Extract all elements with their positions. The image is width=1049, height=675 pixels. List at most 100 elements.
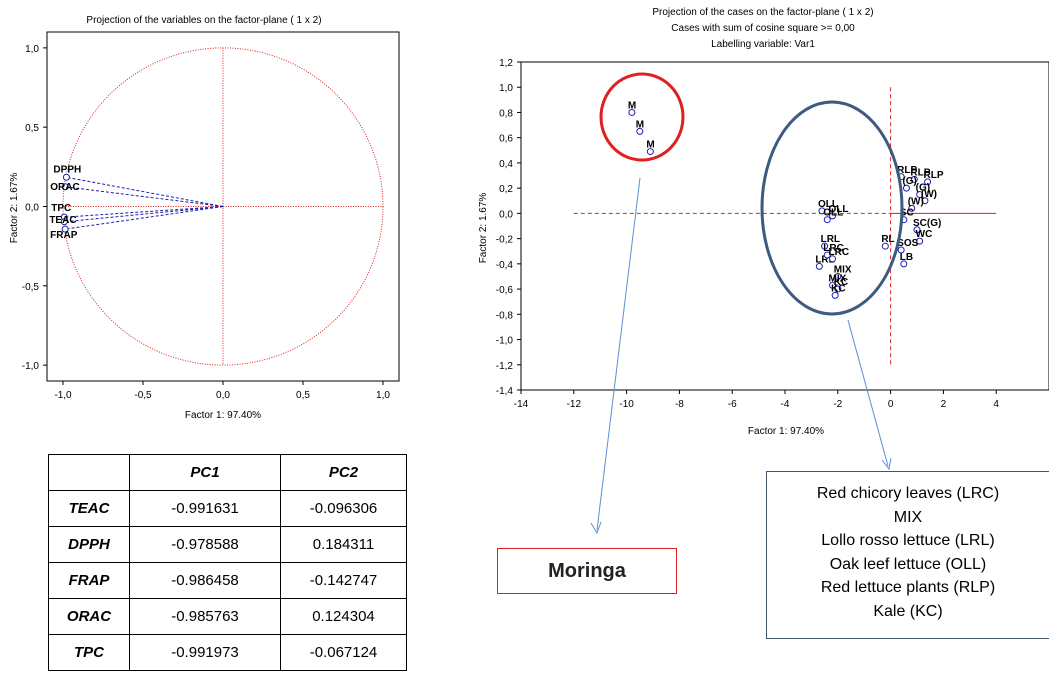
case-point-label: (G) — [916, 182, 930, 193]
table-cell: -0.991631 — [129, 490, 281, 527]
x-tick-label: -6 — [728, 399, 737, 410]
case-point-label: (W) — [908, 196, 924, 207]
case-point — [821, 242, 829, 250]
case-point — [913, 226, 921, 234]
y-tick-label: -0,5 — [22, 282, 40, 293]
table-row: TEAC -0.991631 -0.096306 — [48, 490, 407, 527]
table-cell: -0.978588 — [129, 526, 281, 563]
y-tick-label: 1,2 — [499, 58, 513, 69]
table-row-header: FRAP — [48, 562, 130, 599]
y-tick-label: -1,0 — [496, 336, 514, 347]
cluster-legend-box: Red chicory leaves (LRC) MIX Lollo rosso… — [766, 471, 1049, 639]
case-point — [815, 262, 823, 270]
table-header-cell — [48, 454, 130, 491]
table-row-header: DPPH — [48, 526, 130, 563]
cluster-arrow — [847, 319, 889, 467]
case-point-label: SC(G) — [913, 218, 941, 229]
table-cell: 0.124304 — [280, 598, 407, 635]
case-point-label: OLL — [818, 199, 838, 210]
case-point-label: RLP — [924, 170, 944, 181]
y-tick-label: 0,4 — [499, 159, 513, 170]
loading-vector — [65, 206, 224, 230]
case-point — [829, 281, 837, 289]
case-point — [921, 197, 929, 205]
case-point-label: OLL — [829, 204, 849, 215]
case-point-label: LRC — [823, 243, 844, 254]
case-point-label: WC — [916, 229, 933, 240]
moringa-cluster-ellipse — [599, 72, 685, 162]
cases-chart-title: Projection of the cases on the factor-pl… — [652, 7, 873, 18]
leafy-cluster-ellipse — [760, 100, 904, 316]
case-point — [910, 175, 918, 183]
case-point — [823, 216, 831, 224]
case-point-label: KC — [834, 277, 848, 288]
table-row-header: TEAC — [48, 490, 130, 527]
x-tick-label: -4 — [781, 399, 790, 410]
case-point-label: SOS — [897, 238, 918, 249]
table-header-cell: PC1 — [129, 454, 281, 491]
cases-y-axis-label: Factor 2: 1.67% — [478, 193, 489, 264]
cluster-legend-item: Kale (KC) — [873, 602, 943, 620]
table-row: DPPH -0.978588 0.184311 — [48, 526, 407, 563]
case-point — [829, 255, 837, 263]
case-point-label: LRC — [829, 247, 850, 258]
case-point — [829, 212, 837, 220]
case-point — [902, 184, 910, 192]
case-point — [636, 127, 644, 135]
table-cell: -0.986458 — [129, 562, 281, 599]
x-tick-label: 0,5 — [296, 390, 310, 401]
case-point — [818, 207, 826, 215]
cases-guides — [573, 87, 997, 365]
case-point-label: LRL — [821, 234, 840, 245]
y-tick-label: 0,0 — [25, 203, 39, 214]
case-point-label: RLP — [897, 165, 917, 176]
cluster-legend-item: Lollo rosso lettuce (LRL) — [821, 532, 995, 549]
case-point-label: RL — [881, 234, 894, 245]
x-tick-label: -10 — [619, 399, 634, 410]
case-point — [908, 204, 916, 212]
case-point-label: M — [646, 140, 654, 151]
x-tick-label: 1,0 — [376, 390, 390, 401]
moringa-label: Moringa — [548, 559, 626, 582]
y-tick-label: 0,0 — [499, 209, 513, 220]
case-point-label: OLL — [823, 208, 843, 219]
table-row: ORAC -0.985763 0.124304 — [48, 598, 407, 635]
case-point-label: M — [636, 119, 644, 130]
variable-point — [60, 218, 68, 226]
y-tick-label: -0,2 — [496, 235, 514, 246]
moringa-arrow — [596, 177, 641, 531]
y-tick-label: -0,6 — [496, 285, 514, 296]
case-point-label: (G) — [902, 176, 916, 187]
variable-point — [61, 225, 69, 233]
cluster-legend-item: Red lettuce plants (RLP) — [820, 579, 996, 596]
case-point — [823, 251, 831, 259]
cases-chart-subtitle-2: Labelling variable: Var1 — [711, 39, 815, 50]
y-tick-label: 0,6 — [499, 134, 513, 145]
y-tick-label: 1,0 — [25, 44, 39, 55]
variables-chart-title: Projection of the variables on the facto… — [86, 15, 321, 26]
variable-point-label: ORAC — [50, 182, 79, 193]
variable-point-label: TPC — [51, 203, 71, 214]
case-point — [834, 285, 842, 293]
case-point — [916, 190, 924, 198]
case-point-label: LRL — [815, 254, 834, 265]
table-cell: -0.985763 — [129, 598, 281, 635]
case-point-label: M — [628, 100, 636, 111]
cases-chart-subtitle: Cases with sum of cosine square >= 0,00 — [671, 23, 855, 34]
variables-chart: Projection of the variables on the facto… — [9, 15, 400, 421]
case-point — [646, 148, 654, 156]
x-tick-label: 0 — [888, 399, 894, 410]
table-row: TPC -0.991973 -0.067124 — [48, 634, 407, 671]
cases-ticks: -14 -12 -10 -8 -6 -4 -2 0 2 4 1,2 1,0 0,8 0,6 0,4 0,2 0,… — [496, 58, 1000, 410]
case-point — [897, 246, 905, 254]
cluster-legend-item: Red chicory leaves (LRC) — [816, 485, 1000, 502]
cases-x-axis-label: Factor 1: 97.40% — [748, 426, 824, 437]
y-tick-label: 1,0 — [499, 83, 513, 94]
x-tick-label: 0,0 — [216, 390, 230, 401]
y-tick-label: -1,0 — [22, 361, 40, 372]
x-tick-label: 2 — [941, 399, 947, 410]
table-cell: 0.184311 — [280, 526, 407, 563]
case-point — [834, 272, 842, 280]
